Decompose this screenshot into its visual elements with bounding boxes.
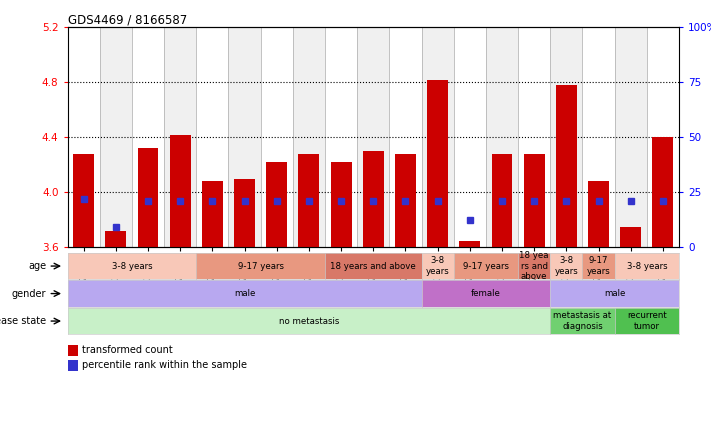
Text: GDS4469 / 8166587: GDS4469 / 8166587: [68, 14, 187, 26]
Bar: [620, 227, 641, 247]
Bar: [363, 151, 384, 247]
Text: age: age: [28, 261, 46, 271]
Bar: [68, 360, 78, 371]
Bar: [100, 27, 132, 247]
Bar: [105, 231, 127, 247]
Bar: [132, 27, 164, 247]
Bar: [357, 27, 390, 247]
Text: 3-8 years: 3-8 years: [626, 261, 667, 271]
Text: gender: gender: [11, 288, 46, 299]
Bar: [261, 27, 293, 247]
Bar: [137, 148, 159, 247]
Text: male: male: [604, 289, 626, 298]
Text: 18 yea
rs and
above: 18 yea rs and above: [520, 251, 549, 281]
Bar: [459, 241, 481, 247]
Bar: [588, 181, 609, 247]
Bar: [68, 345, 78, 356]
Bar: [266, 162, 287, 247]
Bar: [550, 27, 582, 247]
Bar: [228, 27, 261, 247]
Bar: [234, 179, 255, 247]
Bar: [647, 27, 679, 247]
Bar: [293, 27, 325, 247]
Text: female: female: [471, 289, 501, 298]
Bar: [390, 27, 422, 247]
Text: transformed count: transformed count: [82, 345, 173, 355]
Bar: [68, 27, 100, 247]
Bar: [582, 27, 614, 247]
Bar: [486, 27, 518, 247]
Bar: [73, 154, 94, 247]
Text: 3-8
years: 3-8 years: [426, 256, 449, 276]
Bar: [170, 135, 191, 247]
Bar: [427, 80, 448, 247]
Text: 3-8
years: 3-8 years: [555, 256, 578, 276]
Text: 3-8 years: 3-8 years: [112, 261, 152, 271]
Bar: [325, 27, 357, 247]
Text: 18 years and above: 18 years and above: [331, 261, 416, 271]
Bar: [491, 154, 513, 247]
Bar: [454, 27, 486, 247]
Bar: [202, 181, 223, 247]
Text: percentile rank within the sample: percentile rank within the sample: [82, 360, 247, 370]
Bar: [614, 27, 647, 247]
Text: recurrent
tumor: recurrent tumor: [627, 311, 667, 331]
Bar: [653, 137, 673, 247]
Bar: [299, 154, 319, 247]
Text: 9-17
years: 9-17 years: [587, 256, 611, 276]
Bar: [196, 27, 228, 247]
Text: 9-17 years: 9-17 years: [237, 261, 284, 271]
Bar: [524, 154, 545, 247]
Text: 9-17 years: 9-17 years: [463, 261, 509, 271]
Text: male: male: [234, 289, 255, 298]
Bar: [331, 162, 351, 247]
Bar: [518, 27, 550, 247]
Text: no metastasis: no metastasis: [279, 316, 339, 326]
Bar: [164, 27, 196, 247]
Text: disease state: disease state: [0, 316, 46, 326]
Text: metastasis at
diagnosis: metastasis at diagnosis: [553, 311, 611, 331]
Bar: [422, 27, 454, 247]
Bar: [556, 85, 577, 247]
Bar: [395, 154, 416, 247]
